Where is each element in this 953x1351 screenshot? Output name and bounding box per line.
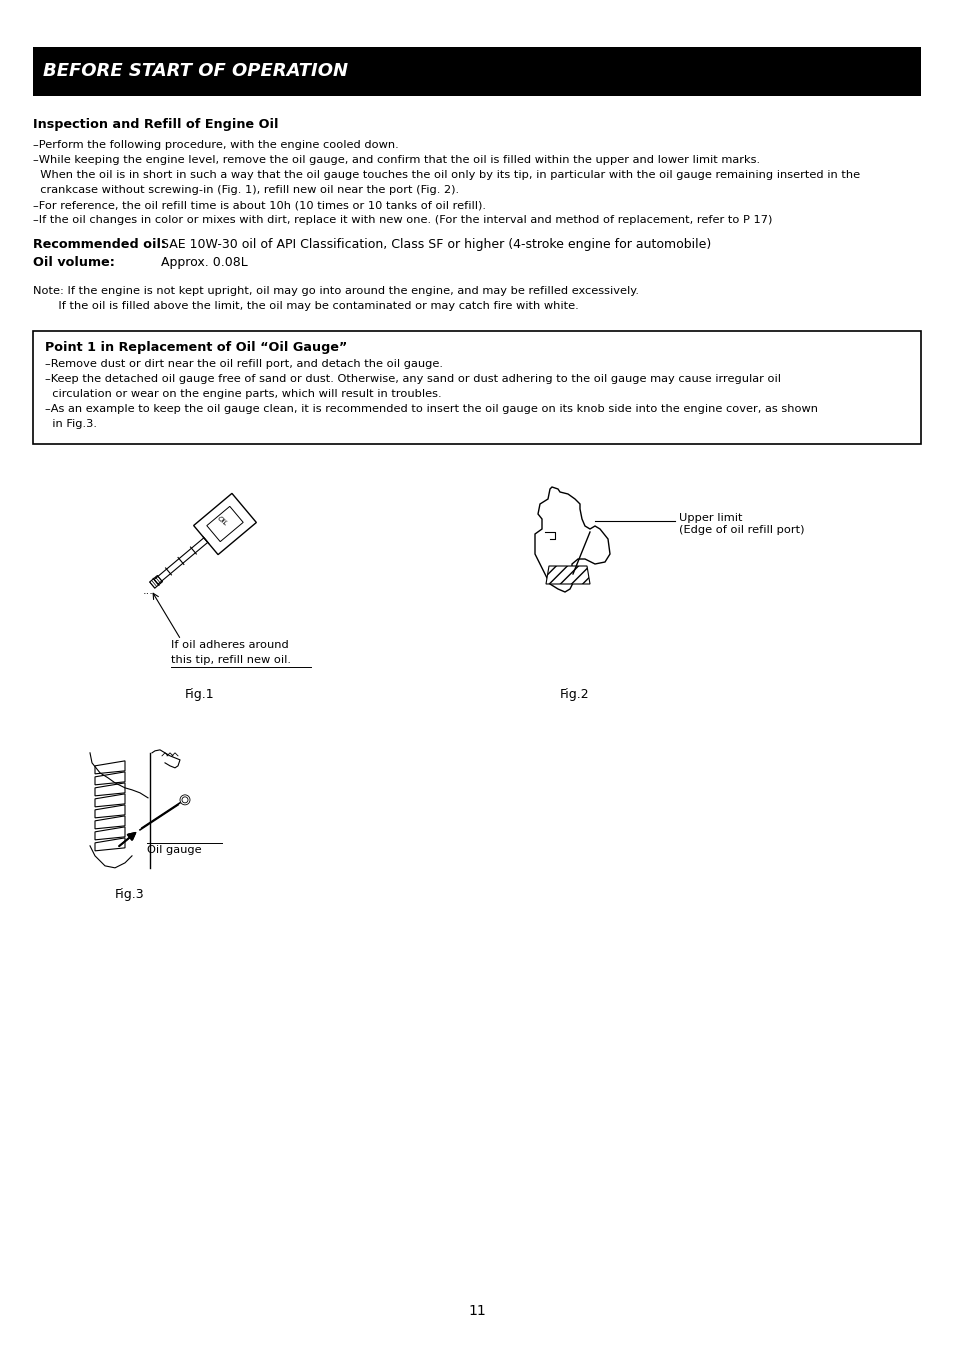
Text: –While keeping the engine level, remove the oil gauge, and confirm that the oil : –While keeping the engine level, remove … [33, 155, 760, 165]
Text: Oil gauge: Oil gauge [147, 844, 201, 855]
Text: crankcase without screwing-in (Fig. 1), refill new oil near the port (Fig. 2).: crankcase without screwing-in (Fig. 1), … [33, 185, 458, 195]
Text: Fig.1: Fig.1 [185, 688, 214, 701]
Text: Approx. 0.08L: Approx. 0.08L [161, 255, 248, 269]
Text: in Fig.3.: in Fig.3. [45, 419, 97, 430]
Text: Inspection and Refill of Engine Oil: Inspection and Refill of Engine Oil [33, 118, 278, 131]
Text: 11: 11 [468, 1304, 485, 1319]
Bar [33, 331, 920, 444]
Text: OIL: OIL [215, 515, 228, 527]
Text: SAE 10W-30 oil of API Classification, Class SF or higher (4-stroke engine for au: SAE 10W-30 oil of API Classification, Cl… [161, 238, 711, 251]
Bar [33, 47, 920, 96]
Text: If oil adheres around: If oil adheres around [171, 640, 289, 650]
Text: Recommended oil:: Recommended oil: [33, 238, 166, 251]
Text: Oil volume:: Oil volume: [33, 255, 114, 269]
Text: Fig.3: Fig.3 [115, 888, 145, 901]
Text: –Keep the detached oil gauge free of sand or dust. Otherwise, any sand or dust a: –Keep the detached oil gauge free of san… [45, 374, 781, 384]
Text: –If the oil changes in color or mixes with dirt, replace it with new one. (For t: –If the oil changes in color or mixes wi… [33, 215, 772, 226]
Text: Fig.2: Fig.2 [559, 688, 589, 701]
Text: ...: ... [142, 586, 153, 596]
Text: If the oil is filled above the limit, the oil may be contaminated or may catch f: If the oil is filled above the limit, th… [33, 301, 578, 311]
Text: Upper limit: Upper limit [679, 513, 741, 523]
Text: –Remove dust or dirt near the oil refill port, and detach the oil gauge.: –Remove dust or dirt near the oil refill… [45, 359, 442, 369]
Text: (Edge of oil refill port): (Edge of oil refill port) [679, 526, 803, 535]
Text: this tip, refill new oil.: this tip, refill new oil. [171, 655, 291, 665]
Polygon shape [545, 566, 589, 584]
Text: –As an example to keep the oil gauge clean, it is recommended to insert the oil : –As an example to keep the oil gauge cle… [45, 404, 817, 413]
Text: –For reference, the oil refill time is about 10h (10 times or 10 tanks of oil re: –For reference, the oil refill time is a… [33, 200, 485, 209]
Text: BEFORE START OF OPERATION: BEFORE START OF OPERATION [43, 62, 348, 81]
Text: When the oil is in short in such a way that the oil gauge touches the oil only b: When the oil is in short in such a way t… [33, 170, 860, 180]
Text: circulation or wear on the engine parts, which will result in troubles.: circulation or wear on the engine parts,… [45, 389, 441, 399]
Text: –Perform the following procedure, with the engine cooled down.: –Perform the following procedure, with t… [33, 141, 398, 150]
Text: Note: If the engine is not kept upright, oil may go into around the engine, and : Note: If the engine is not kept upright,… [33, 286, 639, 296]
Text: Point 1 in Replacement of Oil “Oil Gauge”: Point 1 in Replacement of Oil “Oil Gauge… [45, 340, 347, 354]
